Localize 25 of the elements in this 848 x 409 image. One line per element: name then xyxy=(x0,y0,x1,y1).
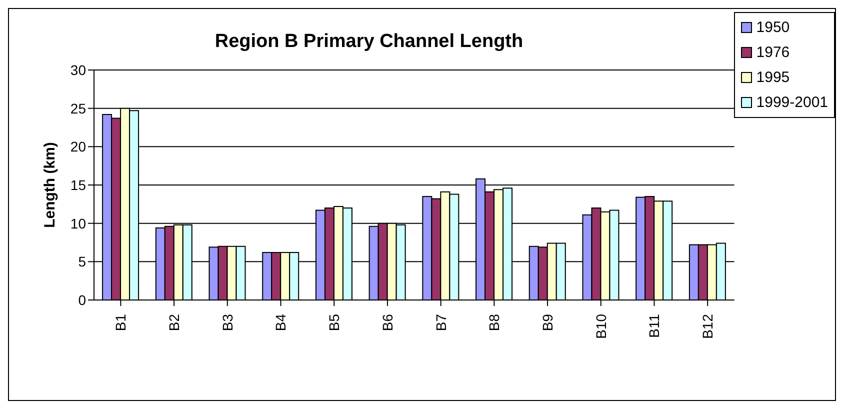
x-tick-label: B2 xyxy=(166,314,182,332)
x-tick-label: B10 xyxy=(592,314,609,339)
legend-label: 1999-2001 xyxy=(756,94,828,111)
x-tick-label: B11 xyxy=(646,314,662,338)
y-axis-title: Length (km) xyxy=(41,142,58,228)
y-tick-label: 20 xyxy=(70,138,86,155)
y-tick-label: 15 xyxy=(70,176,86,193)
legend-label: 1950 xyxy=(756,19,790,36)
y-tick-label: 0 xyxy=(78,292,86,308)
x-tick-label: B5 xyxy=(326,314,342,332)
y-tick-label: 10 xyxy=(70,215,86,232)
x-tick-label: B3 xyxy=(219,314,236,332)
x-tick-label: B1 xyxy=(112,314,129,332)
x-tick-label: B8 xyxy=(486,314,502,332)
legend-label: 1995 xyxy=(756,69,790,86)
y-tick-label: 25 xyxy=(70,100,86,116)
x-tick-label: B12 xyxy=(700,314,716,339)
y-tick-label: 5 xyxy=(78,254,86,270)
x-tick-label: B6 xyxy=(379,314,396,332)
x-tick-label: B4 xyxy=(272,314,289,332)
y-tick-label: 30 xyxy=(70,62,86,78)
chart-title: Region B Primary Channel Length xyxy=(214,31,524,53)
x-tick-label: B9 xyxy=(540,314,556,332)
x-tick-label: B7 xyxy=(432,314,449,332)
legend-label: 1976 xyxy=(756,44,790,61)
